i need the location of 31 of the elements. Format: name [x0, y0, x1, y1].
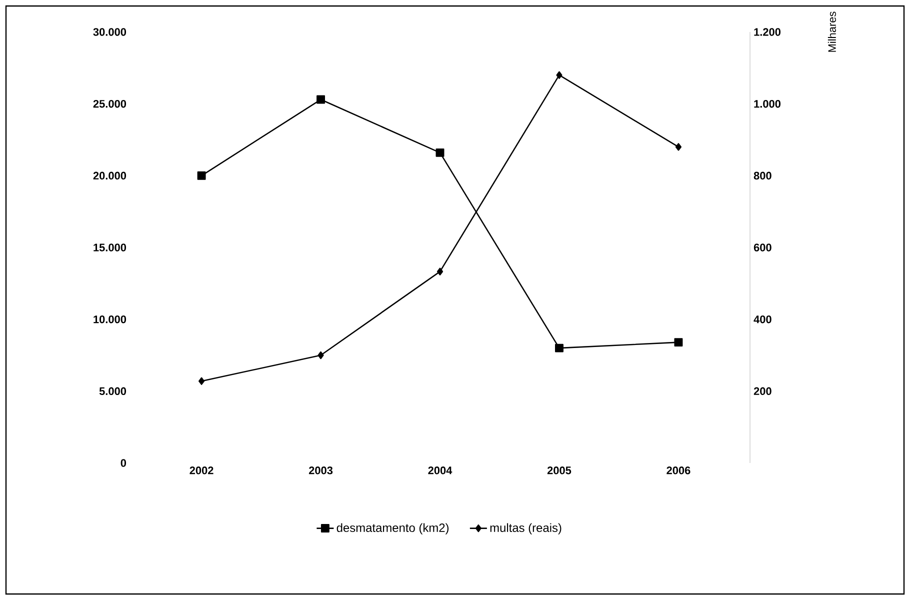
point: [556, 71, 562, 79]
y-tick-label: 5.000: [99, 387, 126, 396]
point: [436, 268, 444, 276]
y2-tick-label: 1.200: [754, 28, 780, 36]
y2-tick-label: 200: [754, 387, 772, 396]
y2-axis-title: Milhares: [828, 12, 836, 52]
y2-tick-label: 600: [754, 244, 772, 252]
legend-label: multas (reais): [490, 523, 562, 534]
y-tick-label: 20.000: [93, 172, 126, 180]
y2-tick-label: 400: [754, 315, 772, 324]
point: [316, 95, 326, 104]
x-tick-label: 2002: [190, 466, 214, 474]
point: [197, 171, 206, 180]
x-tick-label: 2003: [308, 466, 333, 474]
y-tick-label: 30.000: [93, 28, 126, 36]
legend-label: desmatamento (km2): [336, 523, 449, 534]
y2-tick-label: 800: [754, 172, 772, 180]
point: [674, 338, 683, 347]
point: [436, 148, 444, 157]
x-tick-label: 2005: [547, 466, 572, 474]
x-tick-label: 2006: [666, 466, 690, 474]
point: [318, 351, 324, 360]
y2-tick-label: 1.000: [754, 100, 780, 108]
point: [675, 143, 682, 151]
y-tick-label: 15.000: [94, 244, 126, 252]
y-tick-label: 10.000: [94, 315, 126, 324]
x-tick-label: 2004: [428, 466, 452, 474]
point: [198, 377, 205, 385]
y-tick-label: 25.000: [93, 100, 126, 108]
point: [555, 344, 564, 352]
y-tick-label: 0: [120, 459, 126, 467]
